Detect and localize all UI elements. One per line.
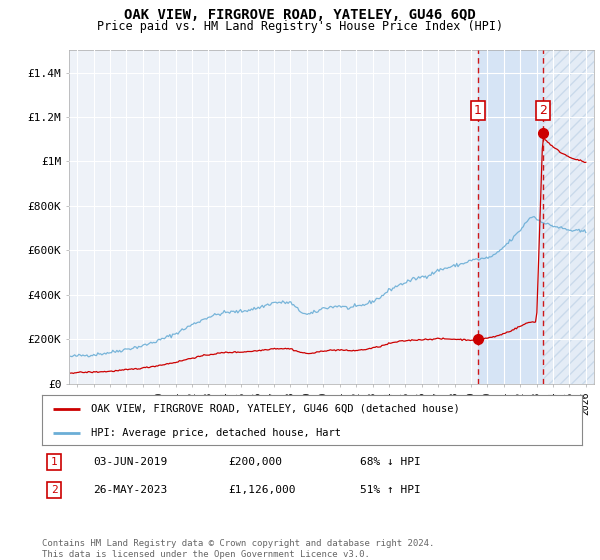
Text: £1,126,000: £1,126,000 [228, 485, 296, 495]
Text: 2: 2 [539, 104, 547, 117]
Text: OAK VIEW, FIRGROVE ROAD, YATELEY, GU46 6QD (detached house): OAK VIEW, FIRGROVE ROAD, YATELEY, GU46 6… [91, 404, 460, 414]
Text: 1: 1 [474, 104, 482, 117]
Text: 68% ↓ HPI: 68% ↓ HPI [360, 457, 421, 467]
Text: OAK VIEW, FIRGROVE ROAD, YATELEY, GU46 6QD: OAK VIEW, FIRGROVE ROAD, YATELEY, GU46 6… [124, 8, 476, 22]
Text: 26-MAY-2023: 26-MAY-2023 [93, 485, 167, 495]
Text: 51% ↑ HPI: 51% ↑ HPI [360, 485, 421, 495]
Text: 2: 2 [50, 485, 58, 495]
Text: Contains HM Land Registry data © Crown copyright and database right 2024.
This d: Contains HM Land Registry data © Crown c… [42, 539, 434, 559]
Text: 03-JUN-2019: 03-JUN-2019 [93, 457, 167, 467]
Text: HPI: Average price, detached house, Hart: HPI: Average price, detached house, Hart [91, 428, 341, 437]
Bar [478, 50, 543, 384]
Bar [543, 50, 594, 384]
Text: 1: 1 [50, 457, 58, 467]
Text: £200,000: £200,000 [228, 457, 282, 467]
Text: Price paid vs. HM Land Registry's House Price Index (HPI): Price paid vs. HM Land Registry's House … [97, 20, 503, 32]
